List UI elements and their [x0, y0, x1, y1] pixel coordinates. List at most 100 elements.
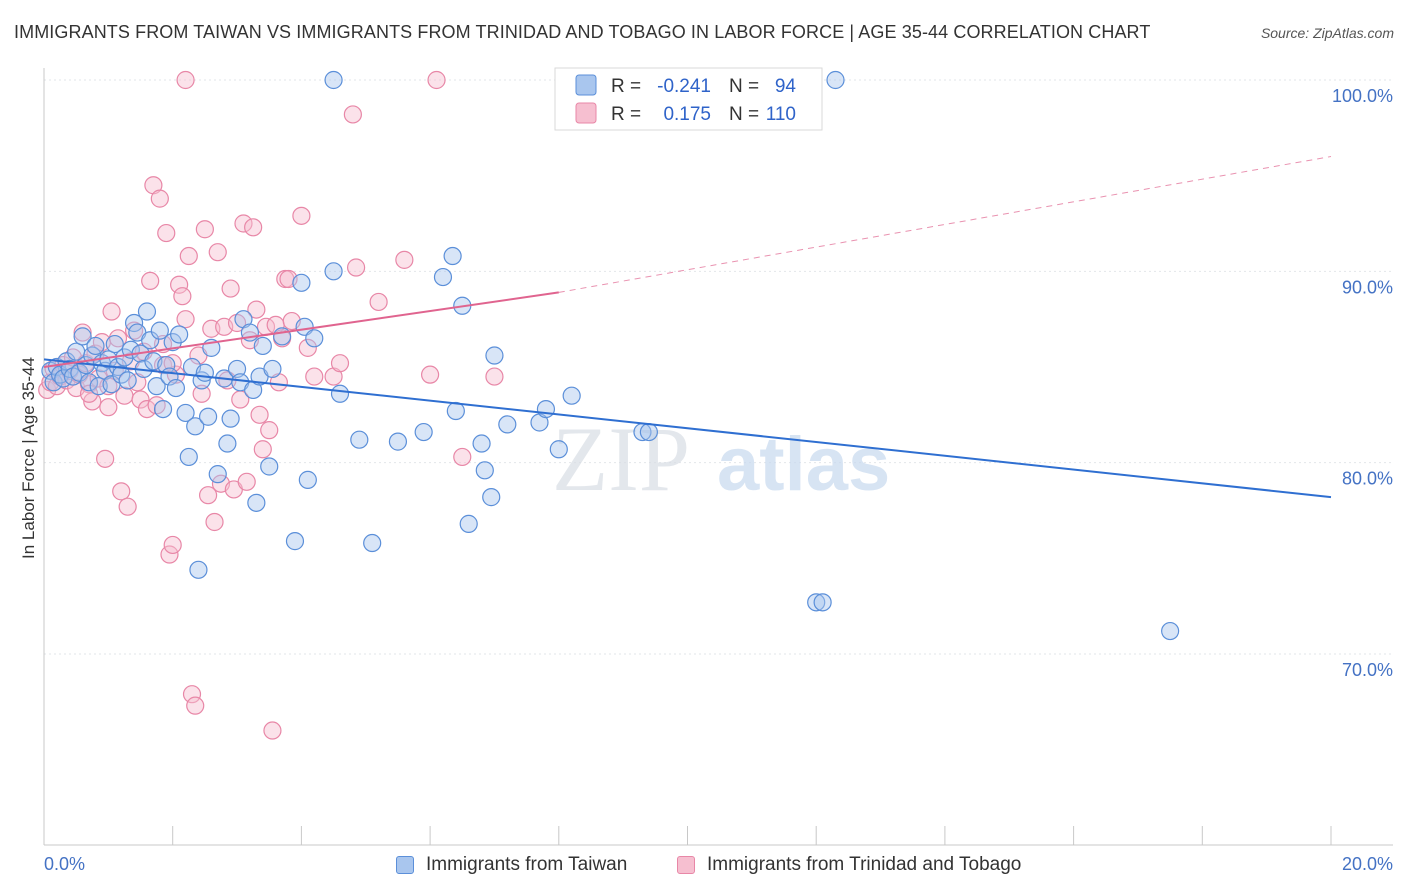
trinidad-point-31 [137, 399, 157, 419]
taiwan-point-94 [1161, 621, 1180, 641]
taiwan-point-69 [305, 329, 324, 348]
trinidad-point-44 [179, 246, 198, 266]
trinidad-points [38, 70, 504, 740]
legend-label-taiwan: Immigrants from Taiwan [426, 854, 628, 875]
trinidad-point-85 [395, 250, 414, 269]
taiwan-point-63 [263, 359, 282, 379]
trinidad-point-20 [102, 302, 121, 321]
trinidad-point-90 [427, 70, 446, 90]
trinidad-point-62 [237, 472, 256, 491]
taiwan-point-81 [472, 434, 491, 453]
legend-item-taiwan[interactable]: Immigrants from Taiwan [396, 852, 627, 878]
taiwan-point-92 [807, 593, 826, 612]
trinidad-point-84 [369, 292, 388, 312]
taiwan-point-96 [826, 70, 845, 90]
taiwan-point-40 [170, 325, 189, 344]
taiwan-point-24 [118, 371, 137, 390]
taiwan-point-50 [208, 465, 227, 484]
taiwan-point-59 [247, 493, 266, 512]
trinidad-point-48 [192, 384, 211, 403]
taiwan-point-14 [86, 336, 105, 356]
taiwan-point-44 [186, 417, 205, 436]
legend-item-trinidad[interactable]: Immigrants from Trinidad and Tobago [677, 852, 1021, 878]
taiwan-point-35 [153, 399, 173, 419]
trinidad-point-25 [118, 497, 137, 516]
taiwan-point-12 [79, 373, 99, 392]
taiwan-point-71 [330, 384, 350, 403]
trinidad-point-79 [305, 367, 324, 386]
trinidad-point-22 [108, 329, 128, 348]
trinidad-point-82 [343, 105, 362, 124]
taiwan-points [41, 70, 1180, 641]
trinidad-point-61 [234, 214, 253, 233]
trinidad-point-83 [346, 258, 366, 277]
taiwan-point-70 [324, 262, 343, 281]
legend-box [554, 67, 823, 131]
taiwan-point-95 [324, 70, 343, 90]
taiwan-point-39 [166, 378, 186, 398]
trinidad-point-67 [253, 440, 272, 459]
taiwan-point-48 [198, 407, 218, 426]
legend-label-trinidad: Immigrants from Trinidad and Tobago [707, 854, 1022, 875]
trend-line-trinidad [43, 291, 559, 368]
y-tick-labels: 100.0% 90.0% 80.0% 70.0% [1332, 86, 1393, 680]
taiwan-point-30 [137, 302, 157, 321]
taiwan-point-72 [350, 430, 369, 449]
y-tick-label-0: 100.0% [1332, 86, 1393, 106]
taiwan-point-89 [562, 386, 581, 405]
trinidad-point-45 [182, 685, 202, 704]
trinidad-point-89 [176, 70, 195, 90]
taiwan-point-20 [105, 334, 124, 354]
taiwan-point-75 [414, 422, 433, 442]
trinidad-point-57 [221, 279, 240, 298]
taiwan-point-66 [292, 273, 311, 292]
taiwan-point-76 [433, 267, 453, 287]
taiwan-point-93 [813, 593, 832, 612]
taiwan-point-10 [73, 327, 92, 346]
watermark-atlas: atlas [717, 422, 890, 507]
taiwan-point-31 [141, 331, 160, 350]
taiwan-point-68 [298, 470, 317, 489]
taiwan-point-36 [157, 355, 176, 375]
taiwan-point-45 [189, 560, 208, 579]
trinidad-point-81 [330, 354, 350, 373]
taiwan-point-61 [253, 336, 272, 356]
taiwan-point-53 [221, 409, 240, 428]
y-tick-label-2: 80.0% [1342, 469, 1393, 489]
chart-title: IMMIGRANTS FROM TAIWAN VS IMMIGRANTS FRO… [14, 22, 1151, 42]
legend-r-label-taiwan: R = [611, 76, 641, 97]
taiwan-point-84 [485, 346, 504, 365]
legend-r-trinidad: 0.175 [663, 104, 711, 125]
legend-swatch-taiwan [575, 74, 597, 96]
trinidad-point-18 [96, 449, 115, 468]
trend-line-trinidad-extension [558, 156, 1332, 293]
trinidad-point-37 [157, 223, 176, 243]
trinidad-point-38 [160, 545, 179, 564]
legend-swatch-taiwan-bottom [396, 856, 414, 874]
taiwan-point-26 [124, 313, 144, 333]
trinidad-point-29 [131, 390, 150, 409]
legend-n-taiwan: 94 [775, 76, 797, 97]
taiwan-point-42 [179, 447, 198, 467]
legend-n-label-trinidad: N = [729, 104, 759, 125]
taiwan-point-62 [260, 457, 279, 476]
trinidad-point-69 [260, 421, 279, 440]
taiwan-point-65 [285, 532, 305, 551]
taiwan-point-88 [549, 440, 568, 459]
taiwan-point-83 [482, 488, 501, 507]
taiwan-point-85 [498, 415, 517, 434]
gridlines [44, 79, 1393, 655]
trinidad-point-64 [244, 218, 263, 237]
trend-line-taiwan [43, 358, 1332, 499]
watermark-zip: ZIP [552, 408, 690, 510]
trinidad-point-11 [73, 323, 92, 342]
trinidad-point-43 [176, 310, 195, 329]
x-tick-left: 0.0% [44, 854, 85, 874]
taiwan-point-34 [150, 321, 169, 340]
legend-r-label-trinidad: R = [611, 104, 641, 125]
source-label: Source: ZipAtlas.com [1260, 25, 1394, 41]
trinidad-point-91 [163, 354, 182, 373]
legend-swatch-trinidad [575, 102, 597, 124]
watermark: ZIP atlas [552, 408, 890, 510]
legend-n-trinidad: 110 [766, 104, 796, 125]
